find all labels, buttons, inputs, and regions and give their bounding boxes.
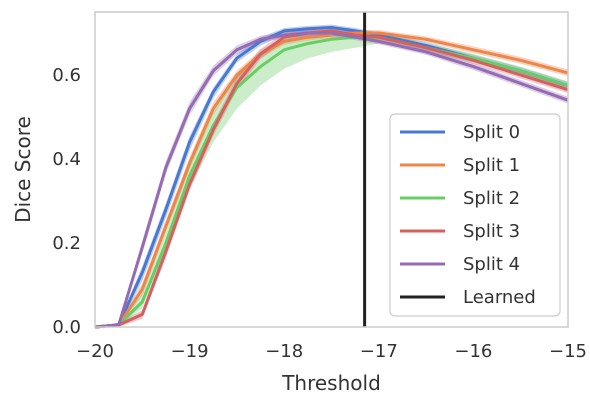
legend-label: Learned [463,287,536,308]
y-tick-label: 0.2 [52,233,81,254]
x-tick-label: −18 [265,341,303,362]
y-axis-ticks: 0.0 0.2 0.4 0.6 [52,65,81,338]
x-axis-ticks: −20 −19 −18 −17 −16 −15 [76,341,587,362]
series-lines [94,26,569,329]
x-tick-label: −20 [76,341,114,362]
y-tick-label: 0.4 [52,149,81,170]
x-tick-label: −17 [360,341,398,362]
y-axis-label: Dice Score [11,116,35,223]
legend-label: Split 4 [463,254,520,275]
legend-label: Split 2 [463,188,520,209]
x-tick-label: −15 [549,341,587,362]
y-tick-label: 0.0 [52,317,81,338]
legend-box [389,113,561,317]
plot-frame [94,11,569,328]
x-tick-label: −16 [454,341,492,362]
line-split-4 [94,31,569,329]
legend-label: Split 1 [463,155,520,176]
line-split-1 [94,31,569,329]
legend-label: Split 3 [463,221,520,242]
legend: Split 0 Split 1 Split 2 Split 3 Split 4 Learn… [389,113,561,317]
x-tick-label: −19 [171,341,209,362]
line-split-3 [94,29,569,329]
x-axis-label: Threshold [281,371,381,395]
band-split-1 [95,30,568,327]
y-tick-label: 0.6 [52,65,81,86]
legend-label: Split 0 [463,122,520,143]
